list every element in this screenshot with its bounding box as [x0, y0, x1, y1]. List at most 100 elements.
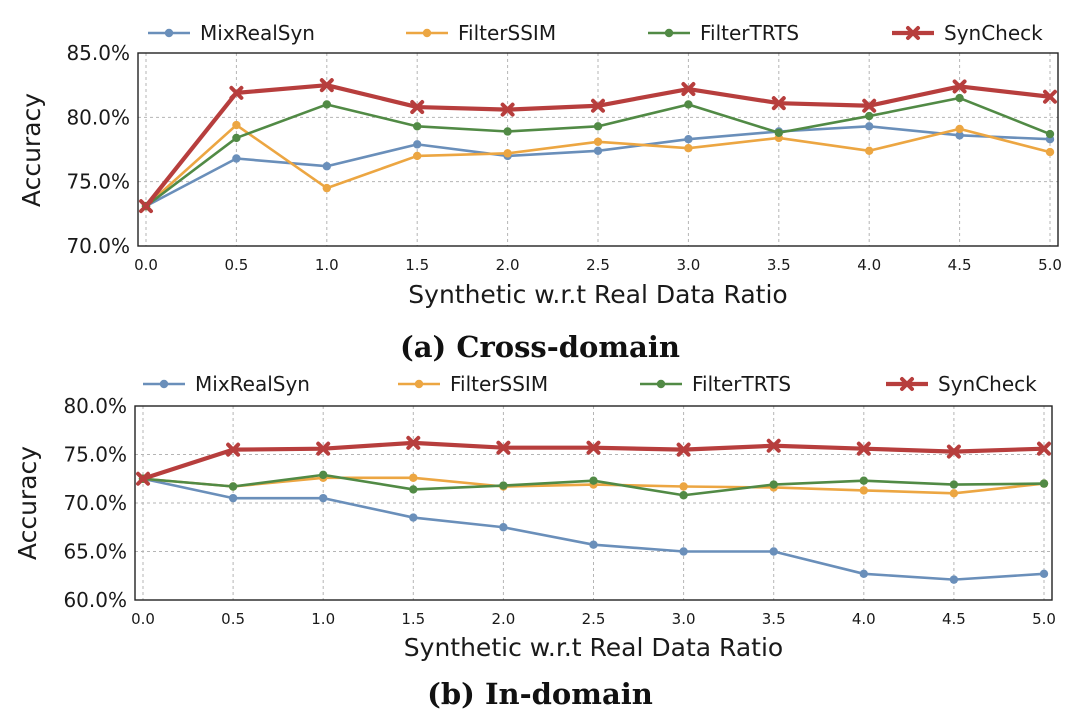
- cross-domain-point-mixrealsyn: [955, 131, 964, 140]
- cross-domain-point-filtertrts: [322, 100, 331, 109]
- in-domain-point-filtertrts: [949, 480, 959, 489]
- cross-domain-x-tick-label: 4.0: [857, 256, 881, 274]
- in-domain-point-syncheck: [406, 435, 421, 450]
- cross-domain-point-filtertrts: [955, 93, 964, 103]
- cross-domain-point-filterssim: [1045, 147, 1055, 157]
- cross-domain-point-syncheck: [1043, 89, 1057, 104]
- cross-domain-point-syncheck: [681, 82, 696, 97]
- cross-domain-y-tick-label: 75.0%: [66, 170, 130, 194]
- cross-domain-point-mixrealsyn: [684, 135, 693, 144]
- cross-domain-point-syncheck: [500, 102, 515, 117]
- cross-domain-point-syncheck: [771, 96, 786, 111]
- cross-domain-x-tick-label: 1.0: [315, 256, 339, 274]
- cross-domain-chart: 70.0% 75.0% 80.0% 85.0% 0.0 0.5 1.0 1.5 2.0 2.5 3…: [17, 21, 1062, 364]
- in-domain-x-tick-label: 4.5: [942, 610, 966, 628]
- in-domain-x-tick-label: 1.5: [401, 610, 425, 628]
- in-domain-point-mixrealsyn: [409, 513, 418, 522]
- in-domain-point-syncheck: [1037, 441, 1051, 456]
- cross-domain-point-syncheck: [229, 85, 244, 100]
- in-domain-point-mixrealsyn: [228, 493, 238, 503]
- cross-domain-point-filtertrts: [865, 111, 874, 121]
- cross-domain-point-filtertrts: [232, 133, 241, 143]
- in-domain-point-syncheck: [136, 471, 150, 486]
- in-domain-x-tick-label: 1.0: [311, 610, 335, 628]
- in-domain-y-tick-label: 70.0%: [63, 491, 127, 515]
- cross-domain-caption: (a) Cross-domain: [400, 330, 680, 364]
- legend-marker-filtertrts: [656, 379, 666, 389]
- cross-domain-y-tick-label: 85.0%: [66, 41, 130, 65]
- legend-label-mixrealsyn: MixRealSyn: [200, 21, 315, 45]
- legend-label-filtertrts: FilterTRTS: [692, 372, 791, 396]
- cross-domain-x-tick-label: 2.5: [586, 256, 610, 274]
- cross-domain-point-mixrealsyn: [322, 162, 331, 171]
- cross-domain-x-tick-label: 0.5: [224, 256, 248, 274]
- in-domain-point-mixrealsyn: [319, 493, 328, 503]
- in-domain-y-tick-label: 60.0%: [63, 588, 127, 612]
- in-domain-point-filtertrts: [769, 480, 778, 489]
- legend-label-filterssim: FilterSSIM: [458, 21, 556, 45]
- in-domain-point-filterssim: [409, 473, 418, 482]
- cross-domain-y-tick-label: 70.0%: [66, 234, 130, 258]
- cross-domain-point-mixrealsyn: [865, 122, 874, 131]
- cross-domain-point-filtertrts: [774, 128, 783, 137]
- in-domain-x-tick-label: 0.0: [131, 610, 155, 628]
- cross-domain-x-tick-label: 4.5: [948, 256, 972, 274]
- cross-domain-point-filterssim: [955, 124, 964, 134]
- in-domain-plot-area: [134, 405, 1053, 601]
- cross-domain-x-tick-label: 2.0: [496, 256, 520, 274]
- cross-domain-point-syncheck: [410, 100, 425, 115]
- cross-domain-point-mixrealsyn: [232, 154, 241, 163]
- in-domain-y-axis-label: Accuracy: [13, 446, 42, 560]
- cross-domain-point-filterssim: [232, 120, 241, 130]
- cross-domain-plot-area: [137, 52, 1059, 247]
- in-domain-x-tick-label: 4.0: [852, 610, 876, 628]
- cross-domain-point-syncheck: [319, 78, 334, 93]
- in-domain-point-filterssim: [679, 482, 688, 491]
- in-domain-x-tick-label: 5.0: [1032, 610, 1056, 628]
- in-domain-x-axis-label: Synthetic w.r.t Real Data Ratio: [404, 633, 783, 662]
- in-domain-point-filtertrts: [499, 481, 508, 490]
- legend-label-filterssim: FilterSSIM: [450, 372, 548, 396]
- in-domain-point-mixrealsyn: [679, 547, 688, 556]
- in-domain-x-tick-label: 0.5: [221, 610, 245, 628]
- in-domain-point-mixrealsyn: [1039, 569, 1049, 579]
- cross-domain-point-filterssim: [865, 146, 874, 155]
- cross-domain-point-filtertrts: [413, 122, 422, 131]
- in-domain-point-mixrealsyn: [499, 523, 508, 532]
- in-domain-point-syncheck: [676, 442, 691, 457]
- legend-label-syncheck: SynCheck: [944, 21, 1043, 45]
- cross-domain-x-tick-label: 1.5: [405, 256, 429, 274]
- legend-marker-mixrealsyn: [164, 28, 174, 38]
- cross-domain-x-tick-label: 0.0: [134, 256, 158, 274]
- cross-domain-point-filterssim: [503, 149, 512, 158]
- in-domain-point-syncheck: [766, 438, 781, 453]
- cross-domain-x-axis-label: Synthetic w.r.t Real Data Ratio: [408, 280, 787, 309]
- in-domain-point-syncheck: [946, 444, 961, 459]
- in-domain-point-filtertrts: [859, 476, 868, 485]
- cross-domain-point-filtertrts: [593, 122, 603, 131]
- legend-label-syncheck: SynCheck: [938, 372, 1037, 396]
- in-domain-point-filtertrts: [1039, 479, 1049, 488]
- cross-domain-x-tick-label: 3.5: [767, 256, 791, 274]
- in-domain-point-mixrealsyn: [769, 547, 778, 556]
- in-domain-x-tick-label: 2.5: [582, 610, 606, 628]
- legend-marker-mixrealsyn: [159, 379, 169, 389]
- in-domain-point-filterssim: [859, 486, 868, 495]
- cross-domain-point-filtertrts: [1045, 129, 1055, 139]
- in-domain-point-mixrealsyn: [589, 540, 598, 549]
- cross-domain-point-filterssim: [593, 137, 603, 146]
- in-domain-x-tick-label: 2.0: [491, 610, 515, 628]
- cross-domain-point-filtertrts: [684, 100, 693, 109]
- cross-domain-point-syncheck: [862, 98, 877, 113]
- legend-marker-filterssim: [414, 379, 424, 389]
- in-domain-point-syncheck: [586, 440, 601, 455]
- cross-domain-x-tick-label: 5.0: [1038, 256, 1062, 274]
- cross-domain-y-axis-label: Accuracy: [17, 93, 46, 207]
- cross-domain-y-tick-label: 80.0%: [66, 105, 130, 129]
- in-domain-x-tick-label: 3.0: [672, 610, 696, 628]
- cross-domain-point-mixrealsyn: [413, 140, 422, 149]
- in-domain-point-filtertrts: [409, 485, 418, 494]
- cross-domain-point-syncheck: [952, 79, 967, 94]
- in-domain-point-mixrealsyn: [859, 569, 868, 579]
